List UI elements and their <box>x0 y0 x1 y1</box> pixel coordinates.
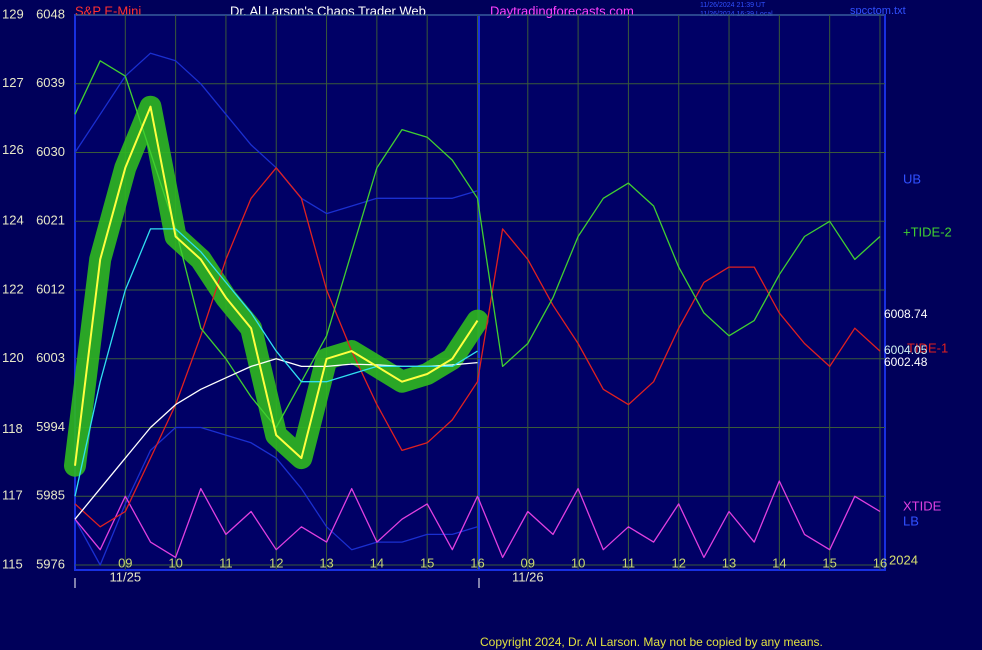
series-line <box>74 228 478 497</box>
series-line <box>74 105 479 466</box>
x-tick-label: 10 <box>168 555 182 570</box>
y2-tick-label: 122 <box>2 281 24 296</box>
x-tick-label: 11 <box>622 555 636 570</box>
y2-tick-label: 129 <box>2 6 24 21</box>
file-name: spcctom.txt <box>850 5 906 17</box>
legend-label: UB <box>903 171 921 186</box>
series-line <box>74 60 881 429</box>
end-value-label: 6008.74 <box>884 307 928 321</box>
year: 2024 <box>889 552 918 567</box>
y-tick-label: 6039 <box>36 75 65 90</box>
legend-label: LB <box>903 513 919 528</box>
y-tick-label: 6048 <box>36 6 65 21</box>
x-tick-label: 11 <box>219 555 233 570</box>
x-tick-label: 09 <box>118 555 132 570</box>
symbol: S&P E-Mini <box>75 3 141 18</box>
x-tick-label: 09 <box>521 555 535 570</box>
legend-label: TIDE-1 <box>907 340 948 355</box>
x-tick-label: 16 <box>873 555 887 570</box>
x-tick-label: 13 <box>722 555 736 570</box>
x-tick-label: 12 <box>269 555 283 570</box>
y-tick-label: 6021 <box>36 213 65 228</box>
x-tick-label: 16 <box>470 555 484 570</box>
chart-title: Dr. Al Larson's Chaos Trader Web <box>230 3 426 18</box>
x-tick-label: 15 <box>420 555 434 570</box>
y-tick-label: 6003 <box>36 350 65 365</box>
y-tick-label: 6030 <box>36 144 65 159</box>
y-tick-label: 5976 <box>36 556 65 571</box>
end-value-label: 6004.05 <box>884 343 928 357</box>
x-tick-label: 10 <box>571 555 585 570</box>
y-tick-label: 5985 <box>36 488 65 503</box>
copyright: Copyright 2024, Dr. Al Larson. May not b… <box>480 635 823 649</box>
y2-tick-label: 120 <box>2 350 24 365</box>
end-value-label: 6002.48 <box>884 355 928 369</box>
date-label: 11/26 <box>512 569 544 584</box>
y2-tick-label: 117 <box>2 488 23 503</box>
series-line <box>74 167 881 528</box>
series-line <box>74 426 478 566</box>
x-tick-label: 14 <box>370 555 384 570</box>
y2-tick-label: 127 <box>2 75 24 90</box>
legend-label: XTIDE <box>903 498 942 513</box>
x-tick-label: 15 <box>822 555 836 570</box>
legend-label: +TIDE-2 <box>903 224 952 239</box>
x-tick-label: 14 <box>772 555 786 570</box>
series-line <box>74 480 881 559</box>
y-tick-label: 6012 <box>36 281 65 296</box>
x-tick-label: 13 <box>319 555 333 570</box>
date-label: 11/25 <box>110 569 142 584</box>
y2-tick-label: 126 <box>2 142 24 157</box>
y-tick-label: 5994 <box>36 419 65 434</box>
y2-tick-label: 118 <box>2 421 23 436</box>
timestamp: 11/26/2024 21:39 UT <box>700 2 766 9</box>
site: Daytradingforecasts.com <box>490 3 634 18</box>
y2-tick-label: 115 <box>2 556 23 571</box>
x-tick-label: 12 <box>671 555 685 570</box>
timestamp: 11/26/2024 16:39 Local <box>700 11 773 18</box>
y2-tick-label: 124 <box>2 213 24 228</box>
